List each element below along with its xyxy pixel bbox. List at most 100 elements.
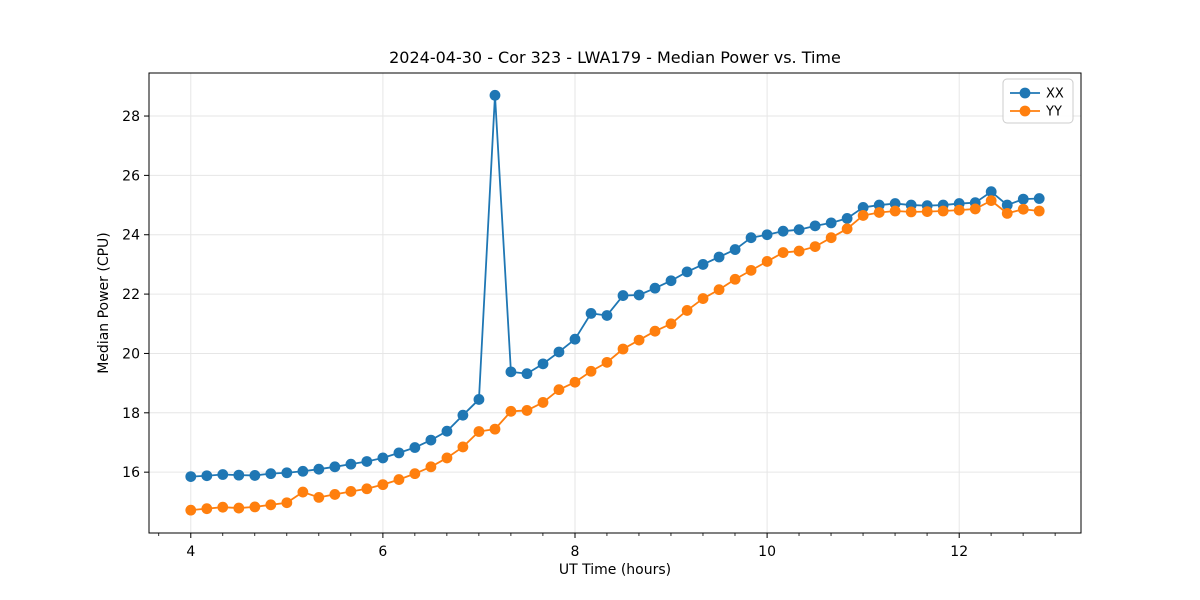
- series-YY-point: [585, 365, 597, 377]
- x-tick-label: 8: [571, 544, 580, 560]
- series-YY-point: [825, 232, 837, 244]
- series-YY-point: [473, 426, 485, 437]
- y-tick-label: 28: [122, 109, 140, 125]
- plot-area: [149, 73, 1081, 533]
- series-YY-point: [409, 468, 421, 480]
- series-YY-point: [665, 318, 677, 330]
- series-XX-point: [649, 282, 661, 294]
- series-XX-point: [857, 202, 869, 213]
- series-XX-point: [521, 368, 533, 380]
- series-YY-point: [777, 247, 789, 258]
- series-YY-point: [265, 499, 277, 511]
- series-XX-point: [185, 471, 197, 483]
- series-YY-point: [537, 397, 549, 408]
- series-XX-point: [553, 346, 565, 358]
- series-YY-point: [329, 489, 341, 500]
- series-YY-point: [505, 405, 517, 417]
- series-XX-point: [633, 289, 645, 301]
- series-YY-point: [873, 207, 885, 218]
- series-YY-point: [313, 491, 325, 503]
- series-YY-point: [521, 405, 533, 416]
- series-XX-point: [569, 333, 581, 345]
- series-YY-point: [985, 195, 997, 207]
- series-YY-point: [649, 325, 661, 337]
- series-XX-point: [505, 366, 517, 378]
- series-XX-point: [217, 469, 229, 480]
- series-YY-point: [217, 501, 229, 513]
- series-XX-point: [729, 244, 741, 255]
- series-XX-point: [457, 409, 469, 421]
- series-XX-point: [745, 232, 757, 244]
- series-XX-point: [793, 224, 805, 236]
- series-YY-point: [1017, 203, 1029, 215]
- y-tick-label: 26: [122, 168, 140, 184]
- chart-title: 2024-04-30 - Cor 323 - LWA179 - Median P…: [389, 48, 841, 67]
- series-YY-point: [969, 203, 981, 215]
- series-XX-point: [297, 465, 309, 477]
- series-XX-point: [713, 251, 725, 263]
- y-tick-label: 16: [122, 465, 140, 481]
- series-YY-point: [1001, 207, 1013, 219]
- series-YY-point: [489, 423, 501, 435]
- series-XX-point: [265, 468, 277, 480]
- series-XX-point: [249, 470, 261, 481]
- legend-marker-XX: [1019, 87, 1031, 99]
- series-YY-point: [569, 376, 581, 388]
- series-XX-point: [329, 461, 341, 473]
- series-YY-point: [793, 245, 805, 257]
- series-XX-point: [441, 425, 453, 437]
- series-XX-point: [665, 275, 677, 287]
- series-YY-point: [697, 293, 709, 304]
- series-XX-point: [201, 470, 213, 482]
- series-XX-point: [409, 442, 421, 453]
- series-XX-point: [681, 266, 693, 278]
- series-YY-point: [857, 210, 869, 221]
- series-YY-point: [441, 452, 453, 464]
- series-YY-point: [361, 483, 373, 495]
- series-YY-point: [729, 273, 741, 285]
- series-YY-point: [841, 223, 853, 235]
- y-tick-label: 22: [122, 287, 140, 303]
- series-YY-point: [953, 204, 965, 216]
- series-YY-point: [617, 343, 629, 355]
- series-XX-point: [425, 434, 437, 446]
- series-YY-point: [745, 264, 757, 276]
- y-tick-label: 24: [122, 228, 140, 244]
- series-XX-point: [809, 220, 821, 232]
- series-YY-point: [1033, 205, 1045, 217]
- y-axis-label: Median Power (CPU): [96, 232, 112, 374]
- series-XX-point: [1001, 199, 1013, 211]
- series-XX-point: [873, 199, 885, 211]
- series-YY-point: [681, 305, 693, 316]
- legend-label-XX: XX: [1046, 87, 1064, 102]
- series-YY-point: [425, 461, 437, 473]
- series-XX-point: [585, 307, 597, 319]
- series-YY-point: [921, 206, 933, 217]
- plot-frame: [148, 72, 1082, 534]
- series-XX-point: [393, 447, 405, 459]
- y-tick-label: 20: [122, 346, 140, 362]
- series-YY-point: [889, 205, 901, 217]
- series-YY-point: [233, 502, 245, 514]
- series-YY-point: [377, 479, 389, 491]
- series-XX-point: [601, 310, 613, 321]
- series-YY-point: [393, 474, 405, 485]
- legend-label-YY: YY: [1045, 105, 1062, 120]
- series-YY-point: [761, 256, 773, 267]
- series-XX-point: [361, 456, 373, 467]
- series-XX-point: [761, 229, 773, 241]
- series-XX-point: [345, 458, 357, 470]
- series-YY-point: [809, 241, 821, 253]
- series-XX-point: [617, 290, 629, 301]
- series-XX-point: [1033, 193, 1045, 204]
- series-XX-point: [233, 469, 245, 481]
- series-XX-point: [489, 89, 501, 101]
- series-YY-point: [601, 356, 613, 368]
- series-XX-point: [473, 394, 485, 405]
- series-YY-point: [297, 486, 309, 498]
- x-tick-label: 4: [186, 544, 195, 560]
- series-YY-point: [937, 205, 949, 217]
- series-YY-point: [201, 503, 213, 515]
